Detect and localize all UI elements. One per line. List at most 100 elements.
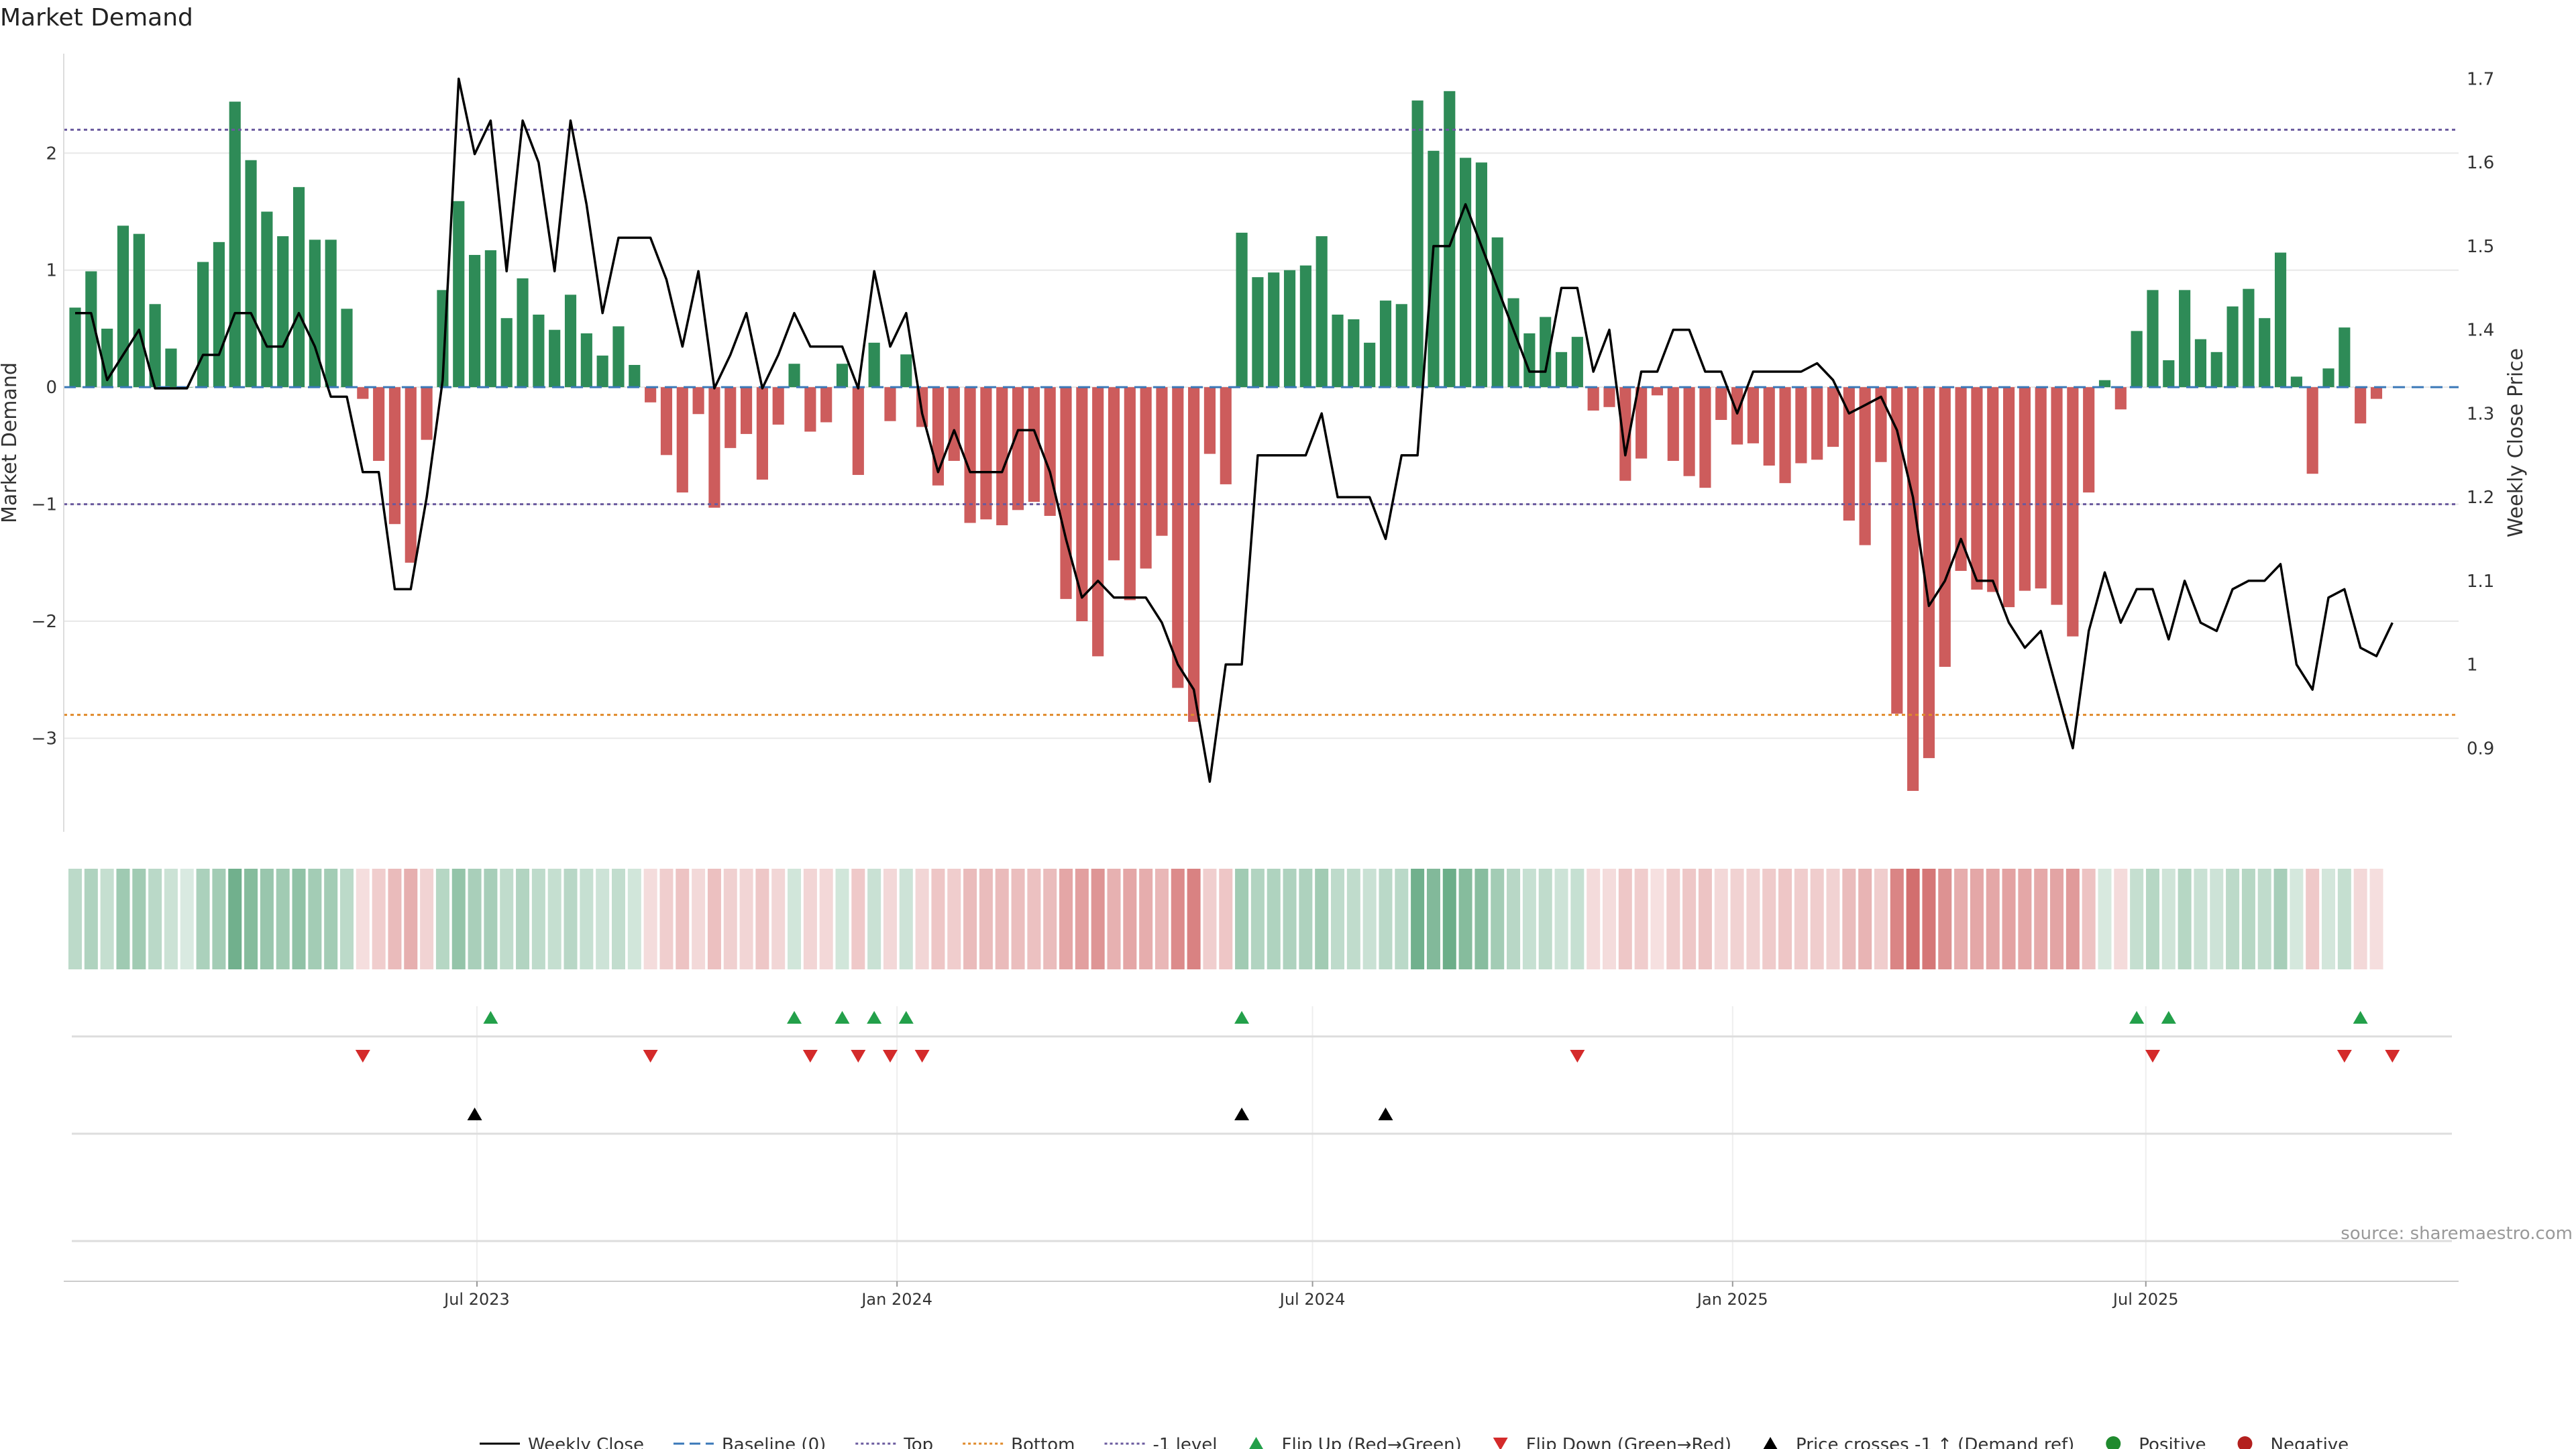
- price-cross-marker: [467, 1108, 482, 1120]
- heat-cell: [899, 869, 913, 969]
- heat-cell: [1618, 869, 1632, 969]
- legend-label: -1 level: [1153, 1435, 1218, 1449]
- flip-down-marker: [882, 1050, 898, 1063]
- heat-cell: [468, 869, 482, 969]
- heat-cell: [1826, 869, 1840, 969]
- legend-label: Positive: [2139, 1435, 2206, 1449]
- demand-bar: [1763, 387, 1775, 466]
- demand-bar: [229, 101, 241, 388]
- demand-bar: [405, 387, 417, 563]
- heat-cell: [2353, 869, 2367, 969]
- demand-bar: [500, 318, 513, 388]
- demand-bar: [2067, 387, 2079, 637]
- heat-cell: [2082, 869, 2096, 969]
- heat-cell: [643, 869, 657, 969]
- heat-cell: [500, 869, 514, 969]
- demand-bar: [1635, 387, 1648, 459]
- heat-cell: [1538, 869, 1552, 969]
- y-tick-label: 0: [46, 378, 57, 398]
- x-tick-label: Jan 2024: [860, 1290, 932, 1309]
- demand-bar: [1252, 277, 1264, 388]
- demand-bar: [149, 304, 161, 388]
- heat-cell: [1219, 869, 1233, 969]
- demand-bar: [2098, 380, 2111, 388]
- heat-cell: [611, 869, 625, 969]
- demand-bar: [1124, 387, 1136, 600]
- demand-bar: [996, 387, 1008, 525]
- demand-bar: [756, 387, 768, 480]
- demand-bar: [261, 211, 273, 388]
- flip-down-marker: [851, 1050, 866, 1063]
- demand-bar: [1156, 387, 1168, 536]
- y2-tick-label: 1.2: [2467, 488, 2494, 508]
- y-tick-label: 1: [46, 261, 57, 281]
- demand-bar: [357, 387, 369, 399]
- demand-bar: [2131, 331, 2143, 388]
- demand-bar: [1651, 387, 1664, 396]
- heat-cell: [228, 869, 242, 969]
- heat-cell: [692, 869, 706, 969]
- heat-cell: [372, 869, 386, 969]
- legend-swatch: [1763, 1437, 1778, 1449]
- demand-bar: [2339, 327, 2351, 388]
- demand-bar: [2259, 318, 2271, 388]
- y2-tick-label: 1.1: [2467, 572, 2494, 592]
- y2-tick-label: 1.4: [2467, 321, 2494, 341]
- heat-cell: [2194, 869, 2208, 969]
- demand-bar: [1795, 387, 1807, 464]
- flip-up-marker: [1234, 1011, 1250, 1024]
- demand-bar: [1268, 272, 1280, 388]
- flip-down-marker: [1570, 1050, 1585, 1063]
- heat-cell: [580, 869, 594, 969]
- demand-bar: [2210, 352, 2222, 388]
- heat-cell: [963, 869, 977, 969]
- legend-label: Top: [903, 1435, 933, 1449]
- y-tick-label: 2: [46, 144, 57, 164]
- heat-cell: [1970, 869, 1984, 969]
- heat-cell: [1810, 869, 1824, 969]
- heat-cell: [1123, 869, 1137, 969]
- heat-cell: [2098, 869, 2112, 969]
- demand-bar: [85, 271, 97, 388]
- heat-cell: [435, 869, 449, 969]
- demand-bar: [1907, 387, 1919, 791]
- demand-bar: [804, 387, 816, 432]
- demand-bar: [1044, 387, 1056, 517]
- y-tick-label: −1: [32, 495, 57, 515]
- heat-cell: [627, 869, 641, 969]
- demand-bar: [117, 225, 129, 388]
- heat-cell: [1714, 869, 1728, 969]
- heat-cell: [180, 869, 194, 969]
- flip-down-marker: [802, 1050, 818, 1063]
- heat-cell: [1027, 869, 1041, 969]
- demand-bar: [133, 233, 145, 388]
- heat-cell: [1570, 869, 1585, 969]
- demand-bar: [325, 239, 337, 388]
- flip-down-marker: [2385, 1050, 2400, 1063]
- heat-cell: [132, 869, 146, 969]
- demand-bar: [1587, 387, 1599, 411]
- heat-cell: [788, 869, 802, 969]
- heat-cell: [2290, 869, 2304, 969]
- heat-cell: [2306, 869, 2320, 969]
- demand-bar: [2114, 387, 2127, 410]
- heat-cell: [676, 869, 690, 969]
- demand-bar: [1395, 304, 1407, 388]
- demand-bar: [820, 387, 833, 423]
- heat-cell: [116, 869, 130, 969]
- demand-bar: [964, 387, 976, 523]
- heat-cell: [1778, 869, 1792, 969]
- heat-cell: [484, 869, 498, 969]
- demand-bar: [388, 387, 401, 525]
- heat-cell: [1522, 869, 1536, 969]
- demand-bar: [1955, 387, 1967, 572]
- flip-up-marker: [483, 1011, 498, 1024]
- x-tick-label: Jul 2023: [443, 1290, 510, 1309]
- demand-bar: [421, 387, 433, 440]
- heat-cell: [1698, 869, 1712, 969]
- price-cross-marker: [1234, 1108, 1250, 1120]
- demand-bar: [2290, 376, 2302, 388]
- heat-cell: [596, 869, 610, 969]
- demand-bar: [1699, 387, 1711, 488]
